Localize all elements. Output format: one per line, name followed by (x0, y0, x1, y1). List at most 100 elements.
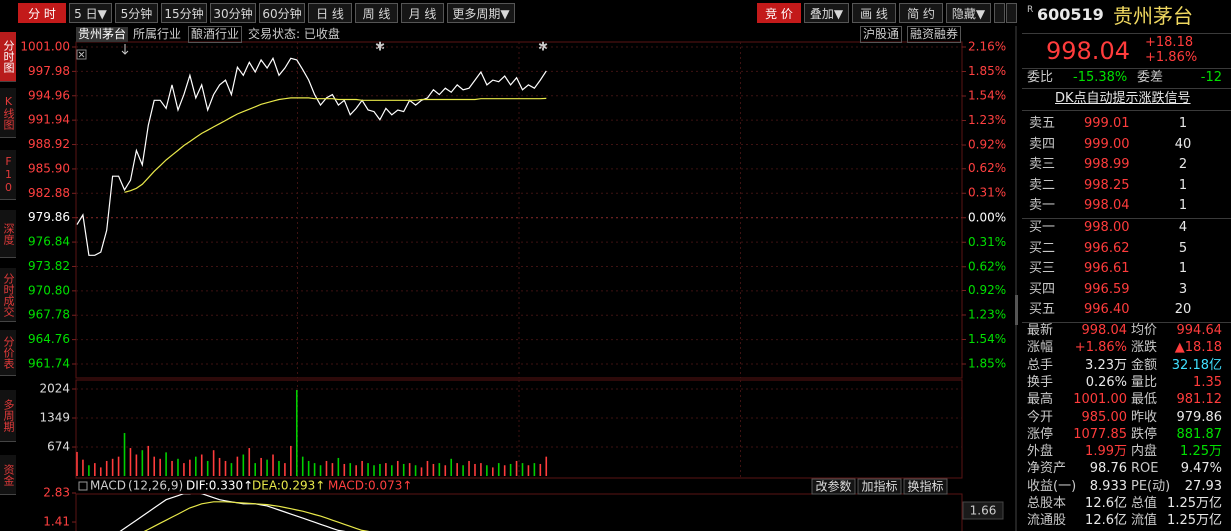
macd-frame (75, 493, 963, 531)
stat-label: 最新 (1027, 323, 1054, 338)
book-label: 买一 (1029, 220, 1056, 235)
volume-bar (450, 458, 453, 476)
side-tab[interactable]: F10资料 (0, 150, 16, 200)
side-tab[interactable]: 资金 (0, 455, 16, 495)
y-tick-label: 2.83 (43, 486, 70, 500)
indicator-button[interactable] (903, 478, 948, 495)
volume-bar (200, 454, 203, 476)
volume-bar (474, 463, 476, 476)
toolbar-button[interactable]: 分 时 (18, 3, 66, 23)
toolbar-button[interactable]: 画 线 (852, 3, 896, 23)
volume-bar (337, 457, 340, 476)
book-volume: 4 (1178, 220, 1188, 235)
volume-bar (313, 463, 316, 476)
header-button[interactable]: 沪股通 (860, 26, 903, 43)
volume-bar (260, 457, 262, 476)
toolbar-button[interactable]: 日 线 (308, 3, 352, 23)
toolbar-button[interactable]: 月 线 (401, 3, 444, 23)
book-volume: 1 (1178, 177, 1188, 193)
side-tab[interactable]: 深度F9 (0, 210, 16, 258)
stat-label: 总值 (1131, 496, 1158, 511)
sep (1022, 110, 1231, 111)
header-item[interactable]: 贵州茅台 (76, 27, 129, 42)
indicator-button[interactable] (857, 478, 902, 495)
volume-bar (492, 467, 494, 476)
close-icon[interactable] (76, 49, 87, 60)
y2-tick-label: 0.92% (968, 283, 1006, 297)
signal-link[interactable]: DK点自动提示涨跌信号 (1055, 91, 1191, 106)
toolbar-button[interactable]: 叠加▼ (804, 3, 849, 23)
volume-bar (278, 460, 280, 476)
side-tab[interactable]: K线图 (0, 88, 16, 138)
toolbar-icon[interactable] (1006, 3, 1017, 23)
toolbar-button[interactable]: 15分钟 (161, 3, 207, 23)
stat-value: 1.99万 (1085, 444, 1127, 460)
header-item: 交易状态: 已收盘 (248, 27, 340, 41)
y2-tick-label: 1.54% (968, 332, 1006, 346)
toolbar-button[interactable]: 隐藏▼ (946, 3, 991, 23)
toolbar-button[interactable]: 5分钟 (115, 3, 158, 23)
y2-tick-label: 1.85% (968, 357, 1006, 371)
stat-label: 量比 (1131, 374, 1158, 390)
volume-bar (509, 463, 512, 476)
toolbar-button[interactable]: 30分钟 (210, 3, 256, 23)
event-marker[interactable]: ✱ (375, 40, 385, 54)
event-marker[interactable] (121, 44, 129, 55)
stat-label: ROE (1131, 461, 1159, 477)
y-tick-label: 979.86 (28, 210, 70, 224)
book-price: 998.99 (1084, 157, 1130, 172)
volume-bar (545, 456, 548, 476)
indicator-button[interactable] (811, 478, 856, 495)
header-button[interactable]: 融资融券 (907, 26, 962, 43)
order-diff: -12 (1200, 70, 1222, 85)
volume-bar (105, 460, 108, 476)
side-tab[interactable]: 分时图 (0, 32, 16, 82)
indicator-icon[interactable] (78, 481, 88, 491)
volume-bar (242, 454, 245, 476)
volume-bar (111, 458, 114, 476)
toolbar-button[interactable]: 5 日▼ (69, 3, 112, 23)
toolbar-button[interactable]: 简 约 (899, 3, 943, 23)
book-price: 998.00 (1084, 220, 1130, 235)
y-tick-label: 2024 (39, 382, 70, 396)
stat-label: PE(动) (1131, 478, 1171, 494)
stat-value: 27.93 (1184, 478, 1222, 494)
volume-bar (224, 460, 227, 476)
volume-bar (385, 463, 387, 476)
volume-bar (165, 452, 167, 476)
volume-bar (503, 465, 506, 476)
volume-bar (147, 445, 150, 476)
toolbar-button[interactable]: 竞 价 (757, 3, 801, 23)
indicator-value: DIF:0.330↑ (186, 479, 253, 493)
toolbar-button[interactable]: 更多周期▼ (447, 3, 515, 23)
book-volume: 1 (1178, 116, 1188, 131)
stat-value: 32.18亿 (1171, 357, 1222, 373)
y2-tick-label: 0.62% (968, 259, 1006, 273)
header-item[interactable]: 所属行业 (133, 27, 182, 41)
stat-value: 98.76 (1089, 461, 1127, 477)
volume-bar (373, 465, 375, 476)
volume-bar (432, 463, 435, 476)
volume-bar (527, 465, 530, 476)
side-tab[interactable]: 多周期 (0, 390, 16, 442)
book-label: 买五 (1029, 302, 1056, 317)
stat-label: 内盘 (1131, 444, 1158, 460)
series-line (124, 97, 547, 193)
side-tab[interactable]: 分时成交 (0, 268, 16, 322)
order-ratio: -15.38% (1073, 70, 1128, 85)
series-line (76, 56, 547, 256)
volume-bar (426, 460, 429, 476)
volume-bar (438, 463, 441, 476)
stat-value: 0.26% (1085, 374, 1127, 390)
toolbar-button[interactable]: 周 线 (355, 3, 398, 23)
toolbar-button[interactable]: 60分钟 (259, 3, 305, 23)
panel-toggle[interactable] (1015, 295, 1018, 325)
volume-bar (349, 463, 352, 476)
stat-label: 涨幅 (1027, 340, 1054, 356)
toolbar-icon[interactable] (994, 3, 1005, 23)
volume-bar (367, 463, 369, 476)
book-label: 买三 (1029, 261, 1056, 276)
side-tab[interactable]: 分价表 (0, 330, 16, 376)
header-item[interactable]: 酿酒行业 (188, 26, 243, 43)
